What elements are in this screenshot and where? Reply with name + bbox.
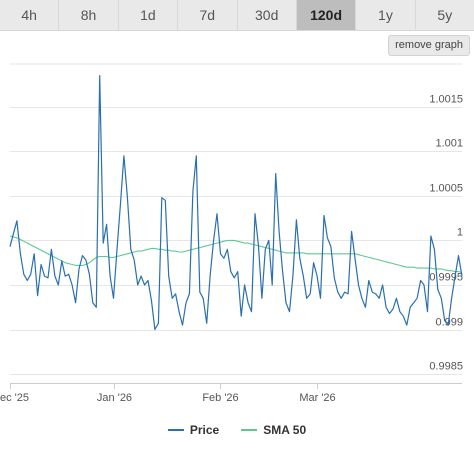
series-line-sma-50 [9,235,463,274]
y-tick-label: 0.9995 [429,272,463,284]
legend-label: SMA 50 [263,423,307,437]
tab-1y[interactable]: 1y [356,0,416,30]
y-tick-label: 1 [457,227,463,239]
tab-1d[interactable]: 1d [119,0,179,30]
tab-5y[interactable]: 5y [437,7,453,23]
x-tick-label: Mar '26 [299,392,335,404]
x-tick-label: Feb '26 [202,392,238,404]
y-tick-label: 1.0005 [429,183,463,195]
x-tick-label: Dec '25 [0,392,29,404]
y-tick-label: 1.0015 [429,94,463,106]
legend-item-price[interactable]: Price [167,423,220,437]
y-tick-label: 1.001 [435,138,463,150]
timeframe-tabs: 4h 8h 1d 7d 30d 120d 1y 5y [0,0,474,31]
tab-120d[interactable]: 120d [296,0,357,30]
legend-label: Price [189,423,220,437]
tab-8h[interactable]: 8h [59,0,119,30]
legend-item-sma-50[interactable]: SMA 50 [241,423,306,437]
legend-swatch [241,429,258,431]
series-line-price [9,75,463,331]
legend-swatch [167,429,184,431]
tab-4h[interactable]: 4h [0,0,60,30]
y-tick-label: 0.999 [435,317,463,329]
chart-legend: Price SMA 50 [0,420,474,440]
tab-7d[interactable]: 7d [178,0,238,30]
y-tick-label: 0.9985 [429,361,463,373]
x-tick-label: Jan '26 [97,392,132,404]
remove-graph-button[interactable]: remove graph [388,35,470,56]
tab-30d[interactable]: 30d [238,0,297,30]
